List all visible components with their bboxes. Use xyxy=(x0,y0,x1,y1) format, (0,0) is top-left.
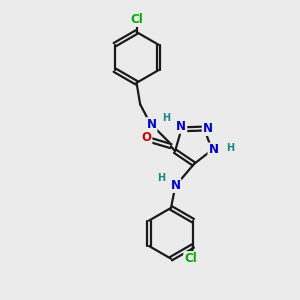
Text: N: N xyxy=(170,179,181,192)
Text: N: N xyxy=(208,143,218,157)
Text: O: O xyxy=(141,131,152,144)
Text: N: N xyxy=(176,120,186,133)
Text: H: H xyxy=(226,142,235,153)
Text: N: N xyxy=(146,118,157,131)
Text: H: H xyxy=(162,113,170,123)
Text: H: H xyxy=(157,173,165,183)
Text: N: N xyxy=(203,122,213,135)
Text: Cl: Cl xyxy=(130,13,143,26)
Text: Cl: Cl xyxy=(184,252,197,265)
